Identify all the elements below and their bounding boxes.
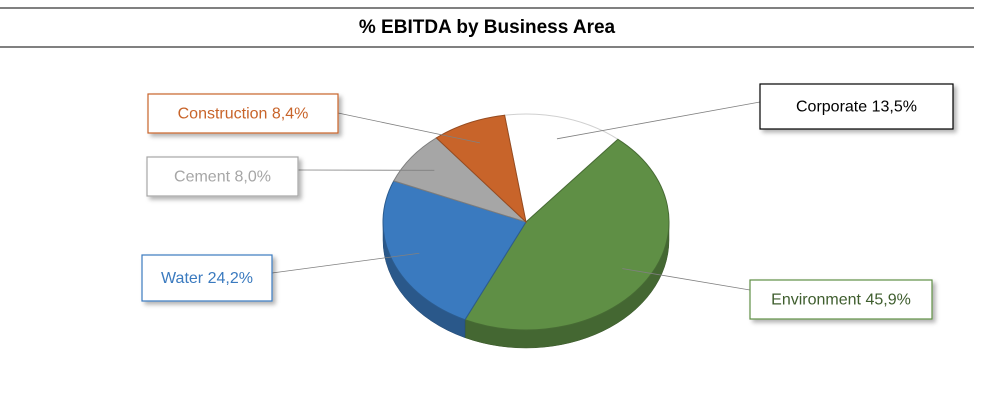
label-text: Construction 8,4% xyxy=(178,106,309,123)
label-value: 24,2% xyxy=(208,270,253,287)
label-category: Construction xyxy=(178,106,268,123)
label-category: Environment xyxy=(771,292,861,309)
pie-slice xyxy=(504,113,619,223)
label-box xyxy=(141,254,273,302)
data-label: Environment 45,9% xyxy=(749,279,933,320)
leader-line xyxy=(556,101,761,140)
label-value: 8,4% xyxy=(272,106,308,123)
label-box xyxy=(759,83,954,130)
label-value: 8,0% xyxy=(235,169,271,186)
pie-slice xyxy=(464,138,670,331)
pie-slice xyxy=(382,180,527,321)
leader-line xyxy=(337,112,481,144)
data-label: Corporate 13,5% xyxy=(759,83,954,130)
data-label: Water 24,2% xyxy=(141,254,273,302)
label-text: Water 24,2% xyxy=(161,270,253,287)
label-text: Cement 8,0% xyxy=(174,169,271,186)
label-value: 13,5% xyxy=(872,99,917,116)
label-text: Environment 45,9% xyxy=(771,292,911,309)
label-value: 45,9% xyxy=(865,292,910,309)
label-box xyxy=(749,279,933,320)
leader-line xyxy=(622,268,751,291)
label-category: Water xyxy=(161,270,204,287)
label-box xyxy=(146,156,299,197)
pie-slice xyxy=(435,114,527,224)
label-box xyxy=(147,93,339,134)
data-label: Construction 8,4% xyxy=(147,93,339,134)
label-category: Cement xyxy=(174,169,231,186)
leader-line xyxy=(271,252,420,274)
data-label: Cement 8,0% xyxy=(146,156,299,197)
label-text: Corporate 13,5% xyxy=(796,99,917,116)
label-category: Corporate xyxy=(796,99,867,116)
chart-title: % EBITDA by Business Area xyxy=(359,17,616,38)
